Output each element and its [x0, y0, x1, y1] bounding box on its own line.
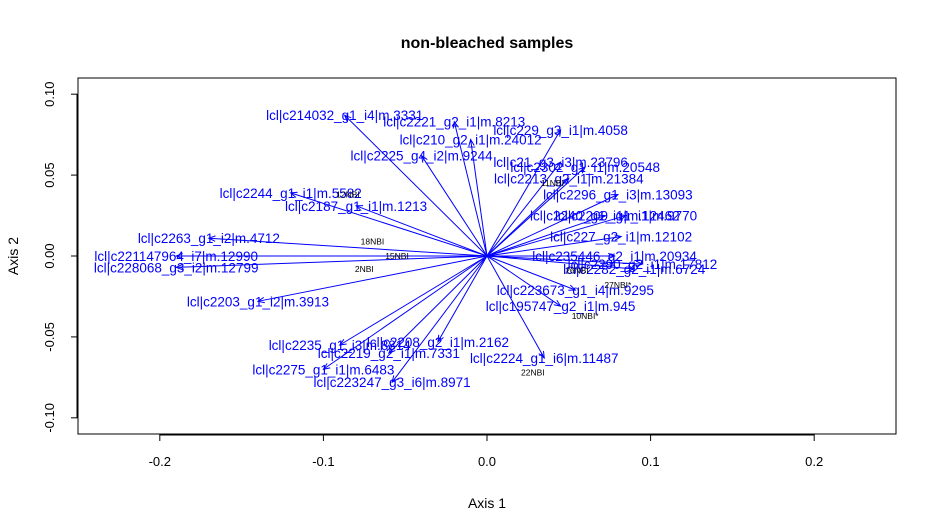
variable-arrow — [486, 193, 620, 257]
variable-label: lcl|c2240_g1_i1|m.12462 — [530, 209, 680, 224]
sample-label: 12NBI — [336, 190, 360, 200]
variable-arrow — [486, 166, 587, 257]
variable-arrow — [486, 214, 607, 257]
variable-label: lcl|c195747_g2_i1|m.945 — [486, 299, 636, 314]
sample-label: 27NBI* — [604, 280, 632, 290]
variable-arrow — [174, 255, 488, 271]
x-tick-label: 0.1 — [642, 454, 660, 469]
x-tick-label: -0.1 — [312, 454, 334, 469]
x-axis: -0.2 -0.1 0.0 0.1 0.2 — [149, 434, 823, 469]
variable-arrow — [486, 128, 562, 257]
variable-labels: lcl|c214032_g1_i4|m.3331 lcl|c223247_g3_i… — [94, 108, 717, 390]
variable-arrows — [174, 114, 644, 384]
y-axis: -0.10 -0.05 0.00 0.05 0.10 — [42, 82, 78, 433]
variable-label: lcl|c2221_g2_i1|m.8213 — [383, 115, 525, 130]
sample-label: 18NBI — [361, 236, 385, 246]
variable-label: lcl|c2302_g1_i1|m.20548 — [510, 160, 660, 175]
sample-label: 26NBI — [565, 266, 589, 276]
variable-label: lcl|c2209_g1_i1|m.9770 — [555, 209, 697, 224]
variable-arrow — [354, 205, 488, 257]
variable-label: lcl|c210_g2_i1|m.24012 — [400, 132, 542, 147]
sample-label: 22NBI — [521, 368, 545, 378]
variable-arrow — [174, 252, 487, 260]
variable-arrow — [338, 255, 488, 346]
y-tick-label: -0.05 — [42, 322, 57, 352]
variable-label: lcl|c2290_g2_i1|m.17812 — [568, 257, 718, 272]
variable-arrow — [486, 255, 562, 307]
variable-label: lcl|c229_g3_i1|m.4058 — [493, 123, 628, 138]
variable-arrow — [486, 255, 644, 267]
variable-arrow — [420, 154, 488, 257]
sample-label: 10NBI* — [572, 311, 600, 321]
y-tick-label: 0.00 — [42, 243, 57, 268]
variable-label: lcl|c2224_g1_i6|m.11487 — [470, 351, 619, 366]
variable-label: lcl|c21_g3_i3|m.23796 — [493, 155, 628, 170]
x-tick-label: 0.2 — [805, 454, 823, 469]
variable-arrow — [486, 161, 562, 257]
sample-label: 15NBI — [385, 251, 409, 261]
y-axis-title: Axis 2 — [5, 237, 21, 275]
variable-arrow — [468, 138, 488, 257]
variable-label: lcl|c2282_g2_i1|m.6724 — [563, 262, 706, 277]
y-tick-label: 0.10 — [42, 82, 57, 107]
variable-arrow — [486, 234, 623, 257]
variable-label: lcl|c2208_g2_i1|m.2162 — [367, 335, 509, 350]
variable-arrow — [256, 255, 488, 304]
variable-label: lcl|c2219_g2_i1|m.7331 — [318, 346, 460, 361]
variable-label: lcl|c2296_g1_i3|m.13093 — [543, 188, 693, 203]
variable-label: lcl|c214032_g1_i4|m.3331 — [266, 108, 423, 123]
variable-label: lcl|c2213_g2_i1|m.21384 — [494, 171, 644, 186]
y-tick-label: 0.05 — [42, 162, 57, 187]
variable-arrow — [486, 177, 570, 257]
variable-label: lcl|c2235_g1_i3|m.8814 — [269, 338, 412, 353]
variable-label: lcl|c2244_g1_i1|m.5582 — [220, 186, 362, 201]
variable-label: lcl|c223247_g3_i6|m.8971 — [314, 375, 471, 390]
variable-arrow — [486, 255, 577, 291]
sample-label: 2NBI — [355, 264, 374, 274]
y-tick-label: -0.10 — [42, 403, 57, 433]
variable-arrow — [452, 120, 488, 257]
variable-label: lcl|c221147964_i7|m.12990 — [94, 249, 258, 264]
variable-label: lcl|c223673_g1_i4|m.9295 — [497, 283, 654, 298]
variable-arrow — [322, 255, 488, 371]
variable-label: lcl|c2263_g1_i2|m.4712 — [138, 231, 280, 246]
variable-arrow — [289, 191, 488, 257]
variable-arrow — [437, 255, 488, 343]
variable-label: lcl|c235446_g2_i1|m.20934 — [532, 249, 697, 264]
variable-label: lcl|c2225_g4_i2|m.9244 — [350, 149, 493, 164]
variable-arrow — [343, 114, 488, 257]
variable-arrow — [486, 214, 628, 257]
variable-label: lcl|c2203_g1_i2|m.3913 — [187, 294, 329, 309]
x-tick-label: 0.0 — [478, 454, 496, 469]
sample-labels: 26NBI 10NBI* 27NBI* 11NBI 22NBI 18NBI 2NBI 15NB… — [336, 178, 632, 377]
variable-arrow — [207, 235, 488, 257]
variable-label: lcl|c2187_g1_i1|m.1213 — [285, 199, 427, 214]
chart-title: non-bleached samples — [401, 35, 574, 52]
variable-arrow — [486, 255, 545, 360]
variable-arrow — [487, 252, 616, 260]
variable-arrow — [387, 255, 488, 354]
variable-arrow — [486, 255, 636, 272]
variable-arrow — [391, 255, 488, 384]
x-tick-label: -0.2 — [149, 454, 171, 469]
variable-label: lcl|c2275_g1_i1|m.6483 — [252, 362, 394, 377]
sample-label: 11NBI — [541, 178, 564, 188]
variable-label: lcl|c227_g2_i1|m.12102 — [550, 230, 692, 245]
variable-label: lcl|c228068_g3_i2|m.12799 — [94, 260, 259, 275]
x-axis-title: Axis 1 — [468, 495, 506, 511]
